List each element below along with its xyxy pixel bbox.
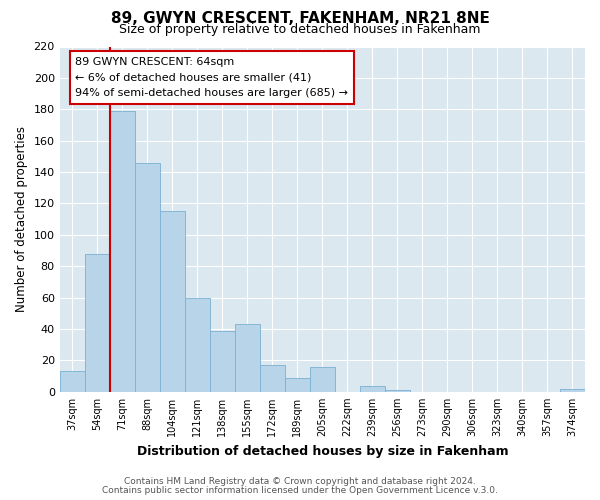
Bar <box>260 365 285 392</box>
X-axis label: Distribution of detached houses by size in Fakenham: Distribution of detached houses by size … <box>137 444 508 458</box>
Bar <box>110 111 135 392</box>
Text: 89 GWYN CRESCENT: 64sqm
← 6% of detached houses are smaller (41)
94% of semi-det: 89 GWYN CRESCENT: 64sqm ← 6% of detached… <box>76 57 349 98</box>
Bar <box>360 386 385 392</box>
Bar <box>210 330 235 392</box>
Bar <box>85 254 110 392</box>
Bar <box>235 324 260 392</box>
Bar <box>310 366 335 392</box>
Bar <box>385 390 410 392</box>
Text: 89, GWYN CRESCENT, FAKENHAM, NR21 8NE: 89, GWYN CRESCENT, FAKENHAM, NR21 8NE <box>110 11 490 26</box>
Bar <box>135 162 160 392</box>
Bar <box>160 212 185 392</box>
Y-axis label: Number of detached properties: Number of detached properties <box>15 126 28 312</box>
Bar <box>59 372 85 392</box>
Text: Contains public sector information licensed under the Open Government Licence v.: Contains public sector information licen… <box>102 486 498 495</box>
Text: Size of property relative to detached houses in Fakenham: Size of property relative to detached ho… <box>119 22 481 36</box>
Bar <box>285 378 310 392</box>
Bar <box>560 388 585 392</box>
Text: Contains HM Land Registry data © Crown copyright and database right 2024.: Contains HM Land Registry data © Crown c… <box>124 477 476 486</box>
Bar <box>185 298 210 392</box>
